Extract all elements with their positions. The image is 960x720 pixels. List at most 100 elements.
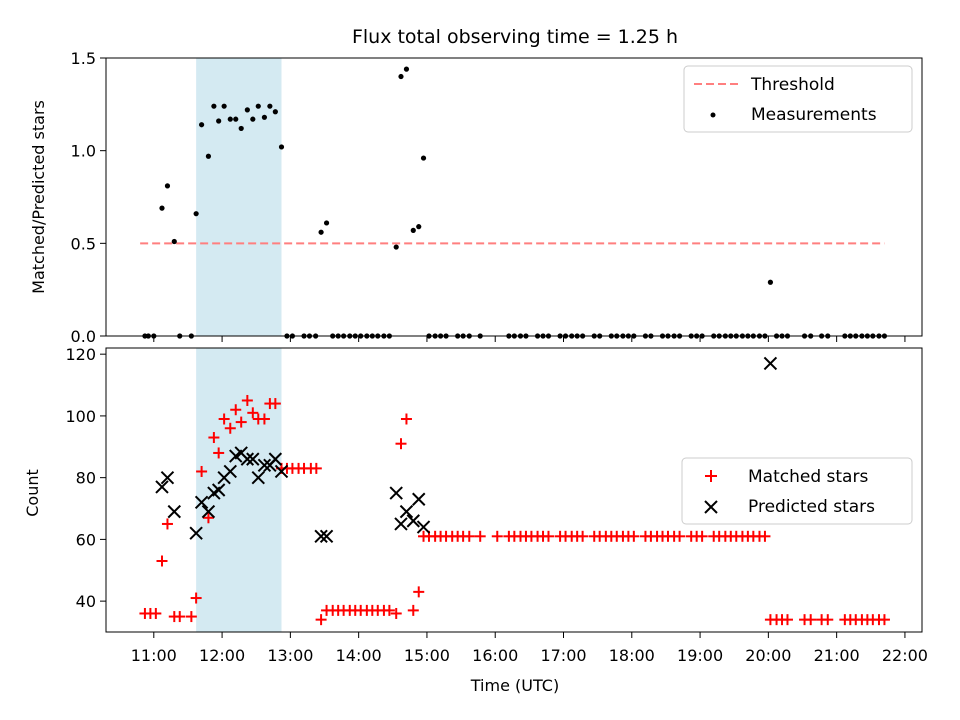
bottom-axes-frame: [105, 347, 923, 633]
count-panel: 40 60 80 100 120 11:00 12:00 13:00 14:00 15:00 16…: [23, 345, 928, 695]
predicted-star-point: [211, 483, 226, 497]
legend-predicted-label: Predicted stars: [748, 497, 875, 517]
legend-matched-label: Matched stars: [748, 467, 868, 487]
measurement-point: [410, 227, 416, 233]
top-y-axis: 0.0 0.5 1.0 1.5: [71, 49, 106, 346]
matched-star-point: [395, 438, 407, 450]
matched-star-point: [628, 530, 640, 542]
measurement-point: [250, 116, 256, 122]
measurement-point: [193, 211, 199, 217]
matched-star-point: [413, 586, 425, 598]
x-tick-label: 17:00: [540, 646, 586, 665]
matched-star-point: [230, 404, 242, 416]
top-axes-frame: [105, 57, 923, 337]
x-tick-label: 20:00: [745, 646, 791, 665]
matched-star-point: [310, 462, 322, 474]
matched-star-point: [208, 432, 220, 444]
matched-star-point: [156, 555, 168, 567]
legend-threshold-label: Threshold: [750, 75, 835, 95]
measurement-point: [238, 125, 244, 132]
predicted-star-point: [251, 470, 265, 485]
x-tick-label: 14:00: [336, 646, 382, 665]
matched-star-point: [174, 611, 186, 623]
predicted-star-point: [314, 529, 328, 544]
matched-star-point: [805, 614, 817, 626]
measurement-point: [211, 103, 217, 109]
legend-predicted-swatch: [704, 500, 718, 514]
matched-star-point: [224, 422, 236, 434]
top-highlight-span: [196, 58, 282, 336]
matched-star-point: [202, 512, 214, 524]
x-tick-label: 19:00: [677, 646, 723, 665]
predicted-star-point: [274, 464, 289, 479]
measurement-point: [261, 114, 268, 120]
measurement-point: [398, 73, 404, 80]
bottom-y-tick-label: 120: [65, 345, 96, 364]
measurement-point: [323, 220, 330, 226]
measurement-point: [164, 183, 171, 189]
top-legend-box: [683, 65, 913, 133]
matched-star-point: [190, 592, 202, 604]
measurement-point: [420, 155, 427, 161]
x-tick-label: 22:00: [882, 646, 928, 665]
measurement-point: [233, 116, 239, 122]
predicted-star-point: [268, 452, 283, 466]
predicted-star-point: [160, 470, 175, 485]
matched-star-point: [150, 607, 162, 619]
measurement-point: [205, 153, 212, 159]
x-tick-label: 11:00: [131, 646, 177, 665]
bottom-y-tick-label: 80: [76, 469, 96, 488]
legend-measurements-label: Measurements: [751, 105, 877, 125]
x-axis-label: Time (UTC): [470, 676, 559, 695]
measurement-point: [393, 244, 399, 250]
matched-star-point: [196, 465, 208, 477]
x-tick-label: 15:00: [404, 646, 450, 665]
bottom-y-tick-label: 60: [76, 530, 96, 549]
predicted-star-point: [394, 517, 408, 531]
bottom-highlight-span: [196, 348, 282, 632]
matched-star-point: [822, 614, 834, 626]
predicted-star-point: [416, 520, 431, 534]
x-tick-label: 12:00: [199, 646, 245, 665]
bottom-legend-box: [681, 457, 913, 525]
bottom-legend: Matched stars Predicted stars: [681, 457, 913, 525]
top-y-axis-label: Matched/Predicted stars: [29, 100, 48, 294]
predicted-star-point: [763, 356, 778, 371]
x-tick-label: 16:00: [472, 646, 518, 665]
measurement-point: [198, 122, 205, 128]
predicted-star-point: [319, 529, 334, 544]
matched-star-point: [878, 614, 890, 626]
legend-matched-swatch: [705, 470, 717, 482]
matched-star-point: [577, 530, 589, 542]
predicted-star-point: [389, 486, 403, 500]
matched-star-point: [161, 518, 173, 530]
matched-star-point: [491, 530, 503, 542]
measurement-point: [216, 118, 222, 124]
matched-star-point: [474, 530, 486, 542]
matched-star-point: [696, 530, 708, 542]
measurement-point: [255, 103, 261, 109]
matched-star-point: [258, 413, 270, 425]
matched-star-point: [407, 604, 419, 616]
measurement-point: [159, 205, 165, 211]
measurement-point: [403, 66, 410, 72]
matched-star-point: [247, 407, 259, 419]
bottom-y-axis-label: Count: [23, 469, 42, 517]
predicted-stars-series: [155, 356, 778, 544]
legend-measurements-swatch: [710, 112, 716, 118]
bottom-y-axis: 40 60 80 100 120: [65, 345, 106, 611]
matched-star-point: [463, 530, 475, 542]
predicted-star-point: [201, 504, 216, 519]
x-tick-label: 18:00: [609, 646, 655, 665]
matched-star-point: [781, 614, 793, 626]
chart-title: Flux total observing time = 1.25 h: [352, 26, 678, 48]
measurement-point: [318, 229, 324, 235]
predicted-star-point: [223, 464, 237, 479]
matched-star-point: [185, 611, 197, 623]
matched-star-point: [315, 614, 327, 626]
top-y-tick-label: 1.0: [71, 142, 96, 161]
matched-star-point: [759, 530, 771, 542]
matched-star-point: [235, 416, 247, 428]
measurement-point: [272, 109, 278, 115]
